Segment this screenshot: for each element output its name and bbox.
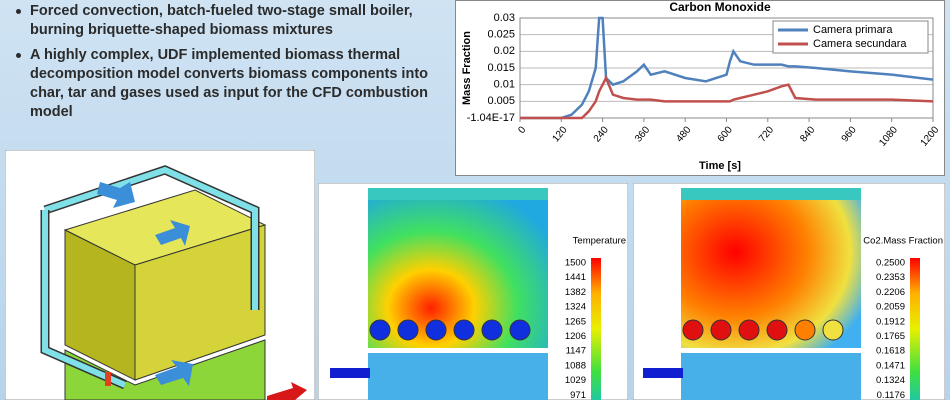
boiler-illustration bbox=[5, 150, 315, 400]
legend-label: Camera secundara bbox=[813, 38, 907, 50]
colorbar-title: Co2.Mass Fraction bbox=[863, 236, 943, 247]
bullet: Forced convection, batch-fueled two-stag… bbox=[14, 2, 444, 40]
bullet: A highly complex, UDF implemented biomas… bbox=[14, 46, 444, 122]
colorbar-label: 0.1324 bbox=[876, 375, 905, 386]
co2-contour: Co2.Mass Fraction 0.2500 0.2353 0.2206 0.205… bbox=[633, 183, 945, 400]
x-tick-label: 0 bbox=[516, 124, 528, 136]
colorbar-label: 1500 bbox=[565, 258, 586, 269]
y-tick-label: 0.01 bbox=[494, 79, 515, 91]
series-line bbox=[520, 75, 934, 120]
temperature-contour: Temperature 1500 1441 1382 1324 1265 1206 1147 1… bbox=[318, 183, 628, 400]
series-line bbox=[520, 16, 934, 120]
colorbar-label: 1029 bbox=[565, 375, 586, 386]
y-axis-label: Mass Fraction bbox=[461, 31, 473, 105]
colorbar-label: 0.1912 bbox=[876, 316, 905, 327]
colorbar-title: Temperature bbox=[573, 236, 626, 247]
colorbar-label: 0.1765 bbox=[876, 331, 905, 342]
colorbar-label: 1206 bbox=[565, 331, 586, 342]
colorbar-label: 0.1618 bbox=[876, 346, 905, 357]
y-tick-label: 0.005 bbox=[487, 95, 515, 107]
colorbar-label: 1088 bbox=[565, 360, 586, 371]
bullet-list: Forced convection, batch-fueled two-stag… bbox=[14, 2, 444, 128]
y-tick-label: 0.015 bbox=[487, 62, 515, 74]
colorbar-label: 0.2206 bbox=[876, 287, 905, 298]
colorbar-label: 1441 bbox=[565, 272, 586, 283]
chart: Carbon Monoxide Mass Fraction Time [s] -… bbox=[455, 0, 945, 176]
y-tick-label: -1.04E-17 bbox=[467, 112, 515, 124]
colorbar-label: 1147 bbox=[566, 346, 586, 357]
colorbar-label: 1265 bbox=[565, 316, 586, 327]
chart-title: Carbon Monoxide bbox=[669, 0, 771, 14]
colorbar-label: 0.2353 bbox=[876, 272, 905, 283]
x-axis-label: Time [s] bbox=[699, 160, 741, 172]
legend-label: Camera primara bbox=[813, 24, 893, 36]
y-tick-label: 0.02 bbox=[494, 45, 515, 57]
colorbar-label: 0.1176 bbox=[877, 390, 905, 400]
legend-box bbox=[772, 20, 929, 54]
y-tick-label: 0.03 bbox=[494, 12, 515, 24]
colorbar-label: 0.2059 bbox=[876, 302, 905, 313]
colorbar-label: 1382 bbox=[565, 287, 586, 298]
y-tick-label: 0.025 bbox=[487, 29, 515, 41]
colorbar-label: 0.2500 bbox=[876, 258, 905, 269]
colorbar-label: 0.1471 bbox=[876, 360, 905, 371]
colorbar-label: 971 bbox=[570, 390, 586, 400]
colorbar-label: 1324 bbox=[565, 302, 586, 313]
